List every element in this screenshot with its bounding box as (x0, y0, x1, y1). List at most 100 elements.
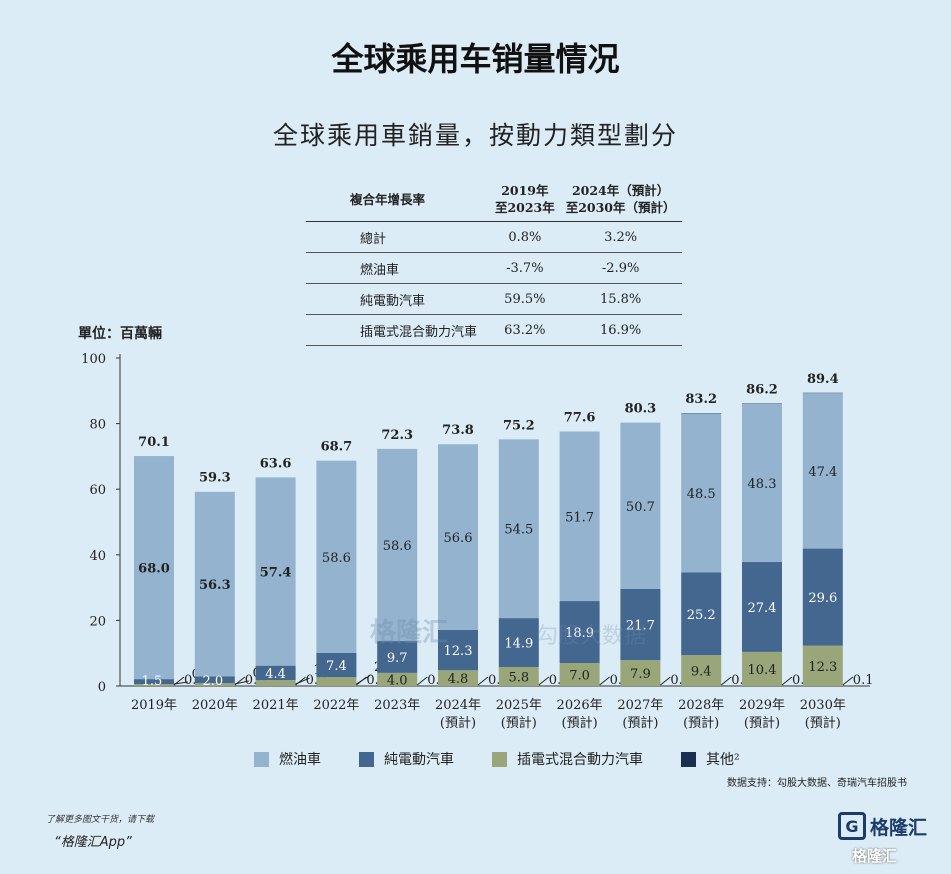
bar-segment-ice (316, 460, 357, 653)
bar-segment-bev (134, 679, 174, 685)
total-label: 80.3 (625, 402, 657, 417)
total-label: 63.6 (260, 456, 292, 471)
leader-line-other (477, 676, 489, 686)
watermark-text: 勾股大数据 (536, 624, 647, 649)
bar-segment-bev (194, 676, 235, 684)
bar-segment-bev (620, 588, 661, 661)
bar-segment-bev (498, 618, 539, 667)
bar-segment-bev (377, 641, 418, 673)
y-tick-label: 100 (81, 352, 106, 367)
data-label-phev: 7.0 (569, 669, 590, 684)
unit-label: 單位：百萬輛 (78, 326, 162, 342)
data-label-bev: 7.4 (326, 659, 347, 674)
bar-segment-ice (742, 403, 782, 563)
data-label-bev: 18.9 (565, 626, 594, 641)
legend-swatch-ice (254, 751, 269, 767)
total-label: 83.2 (685, 392, 717, 407)
legend-label-bev: 純電動汽車 (384, 752, 454, 768)
bar-segment-phev (194, 683, 235, 686)
leader-line-other (660, 676, 671, 686)
total-label: 77.6 (564, 410, 596, 425)
bar-segment-phev (498, 666, 539, 686)
x-tick-label: 2027年 (617, 698, 663, 713)
cagr-col2-header: 2024年（預計） 至2030年（預計） (559, 180, 682, 222)
bar-segment-phev (681, 655, 722, 686)
y-tick-label: 80 (89, 418, 106, 433)
row-value-1: 63.2% (490, 314, 560, 346)
data-label-phev: 4.8 (448, 672, 469, 687)
row-value-1: -3.7% (490, 252, 560, 284)
row-value-2: 15.8% (559, 283, 682, 315)
data-label-ice: 54.5 (504, 523, 533, 538)
legend-swatch-bev (359, 751, 374, 767)
cagr-col1-header: 2019年 至2023年 (490, 180, 560, 222)
data-label-bev: 2.0 (202, 674, 223, 689)
data-label-phev: 7.9 (630, 667, 651, 682)
data-label-phev: 10.4 (748, 663, 777, 678)
bar-segment-ice (559, 431, 600, 602)
x-tick-label: 2024年 (435, 698, 481, 713)
data-label-bev: 21.7 (626, 619, 655, 634)
brand-logo: G 格隆汇 (838, 812, 927, 840)
chart-legend: 燃油車 純電動汽車 插電式混合動力汽車 其他² (254, 749, 778, 769)
bar-segment-phev (559, 663, 600, 686)
leader-line-other (720, 676, 732, 686)
bar-segment-phev (134, 684, 174, 686)
bar-segment-bev (438, 629, 478, 671)
table-row: 總計 0.8% 3.2% (306, 221, 682, 253)
data-label-bev: 4.4 (265, 667, 286, 682)
leader-line-other (173, 676, 185, 686)
leader-line-other (234, 676, 246, 686)
leader-line-other (538, 676, 550, 686)
x-tick-sublabel: (預計) (622, 715, 658, 731)
x-tick-sublabel: (預計) (501, 715, 537, 731)
y-tick-label: 40 (89, 549, 106, 564)
x-tick-label: 2020年 (192, 698, 238, 713)
bar-segment-bev (681, 572, 722, 656)
y-tick-label: 0 (98, 680, 106, 695)
data-label-ice: 48.3 (748, 477, 777, 492)
data-label-ice: 56.6 (444, 531, 473, 546)
data-label-phev: 4.0 (387, 673, 408, 688)
bar-segment-bev (316, 652, 357, 678)
x-tick-sublabel: (預計) (805, 715, 841, 731)
table-row: 純電動汽車 59.5% 15.8% (306, 283, 682, 315)
bar-segment-phev (316, 677, 357, 686)
bar-segment-bev (255, 665, 296, 681)
row-label: 插電式混合動力汽車 (306, 314, 491, 346)
row-label: 燃油車 (306, 252, 491, 284)
legend-label-ice: 燃油車 (279, 752, 321, 768)
x-tick-label: 2019年 (131, 698, 177, 713)
logo-watermark-bottom: 格隆汇 (852, 847, 898, 865)
x-tick-sublabel: (預計) (683, 715, 719, 731)
cagr-col2-line1: 2024年（預計） (571, 183, 670, 198)
total-label: 73.8 (442, 423, 474, 438)
row-value-1: 0.8% (490, 221, 560, 253)
data-label-bev: 12.3 (444, 644, 473, 659)
bar-segment-phev (742, 651, 782, 686)
bar-segment-bev (559, 601, 600, 664)
data-label-bev: 27.4 (748, 601, 777, 616)
leader-line-other (781, 676, 793, 686)
g-logo-icon: G (838, 812, 866, 840)
bar-segment-bev (802, 548, 843, 646)
legend-label-other: 其他² (706, 752, 740, 768)
legend-item-bev: 純電動汽車 (359, 749, 454, 769)
data-label-bev: 9.7 (387, 651, 408, 666)
x-tick-label: 2025年 (496, 698, 542, 713)
leader-line-other (416, 676, 428, 686)
bar-segment-ice (194, 491, 235, 677)
total-label: 70.1 (138, 435, 170, 450)
row-value-2: -2.9% (559, 252, 682, 284)
page-title: 全球乘用车销量情况 (331, 40, 620, 78)
bar-segment-ice (802, 393, 843, 549)
x-tick-label: 2030年 (800, 698, 846, 713)
data-label-bev: 1.5 (142, 674, 163, 689)
cagr-col1-line2: 至2023年 (494, 200, 555, 215)
legend-item-other: 其他² (681, 749, 740, 769)
x-tick-sublabel: (預計) (744, 715, 780, 731)
bar-segment-ice (498, 439, 539, 619)
legend-swatch-other (681, 751, 696, 767)
legend-swatch-phev (492, 751, 507, 767)
